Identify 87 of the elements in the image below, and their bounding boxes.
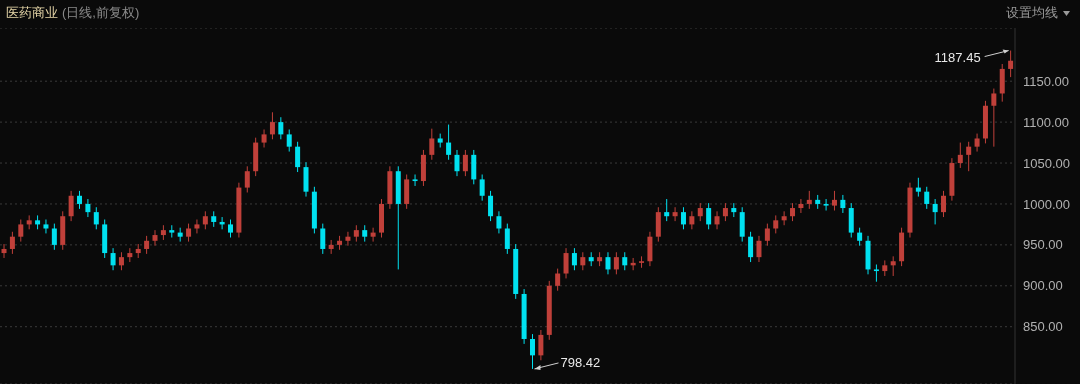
y-tick-label: 950.00	[1023, 237, 1063, 253]
candlestick	[680, 206, 686, 230]
candlestick	[932, 198, 938, 225]
candlestick	[941, 190, 947, 218]
candlestick	[806, 190, 812, 210]
candlestick	[790, 202, 796, 222]
candlestick	[714, 210, 720, 230]
candlestick	[529, 333, 535, 370]
candlestick	[722, 202, 728, 222]
candlestick	[152, 229, 158, 247]
y-tick-label: 1000.00	[1023, 196, 1070, 212]
candlestick	[77, 190, 83, 210]
chart-subtitle: (日线,前复权)	[62, 5, 140, 20]
candlestick	[580, 251, 586, 271]
candlestick	[605, 251, 611, 275]
y-tick-label: 900.00	[1023, 278, 1063, 294]
candlestick	[9, 231, 15, 255]
candlestick	[966, 141, 972, 172]
candlestick	[773, 214, 779, 234]
candlestick	[261, 128, 267, 148]
annotation: 798.42	[560, 354, 601, 370]
candlestick	[412, 173, 418, 187]
candlestick	[781, 210, 787, 226]
candlestick	[1, 243, 7, 259]
candlestick	[764, 223, 770, 247]
candlestick	[244, 165, 250, 193]
candlestick	[504, 223, 510, 255]
candlestick	[202, 210, 208, 230]
text: 设置均线	[1006, 4, 1058, 22]
candlestick	[429, 128, 435, 161]
candlestick	[798, 198, 804, 214]
candlestick	[269, 111, 275, 140]
candlestick	[18, 219, 24, 243]
candlestick	[974, 133, 980, 153]
candlestick	[639, 255, 645, 269]
candlestick	[991, 88, 997, 148]
candlestick	[823, 198, 829, 211]
chart-title: 医药商业	[6, 5, 58, 20]
candlestick	[857, 227, 863, 247]
candlestick	[748, 231, 754, 263]
candlestick	[571, 247, 577, 271]
candlestick	[622, 251, 628, 271]
candlestick	[93, 206, 99, 230]
y-tick-label: 1100.00	[1023, 114, 1070, 130]
candlestick	[697, 202, 703, 222]
candlestick	[278, 116, 284, 140]
candlestick	[85, 198, 91, 218]
candlestick	[286, 128, 292, 153]
candlestick	[664, 198, 670, 222]
candlestick	[462, 149, 468, 177]
candlestick	[1008, 50, 1014, 78]
candlestick	[831, 190, 837, 211]
candlestick	[563, 247, 569, 279]
candlestick	[890, 255, 896, 277]
candlestick	[706, 202, 712, 230]
candlestick	[915, 177, 921, 198]
candlestick	[345, 231, 351, 247]
candlestick	[118, 251, 124, 271]
candlestick	[320, 223, 326, 255]
candlestick	[51, 223, 57, 251]
candlestick	[228, 219, 233, 239]
candlestick	[496, 210, 502, 234]
candlestick	[454, 149, 460, 177]
candlestick	[555, 268, 561, 292]
annotation: 1187.45	[934, 49, 981, 65]
candlestick	[43, 219, 49, 234]
candlestick	[957, 142, 963, 169]
candlestick	[488, 190, 494, 222]
candlestick	[756, 235, 762, 263]
candlestick	[144, 235, 150, 255]
candlestick	[370, 227, 376, 243]
candlestick	[446, 124, 452, 161]
candlestick	[613, 251, 619, 275]
candlestick	[194, 219, 200, 234]
candlestick	[295, 141, 301, 173]
candlestick	[68, 190, 74, 222]
y-tick-label: 850.00	[1023, 319, 1063, 335]
candlestick	[672, 206, 678, 222]
candlestick	[689, 210, 695, 230]
candlestick	[924, 186, 930, 210]
y-tick-label: 1050.00	[1023, 155, 1070, 171]
candlestick	[840, 194, 846, 214]
y-tick-label: 1150.00	[1023, 73, 1070, 89]
candlestick	[110, 247, 116, 271]
candlestick	[186, 223, 192, 243]
candlestick	[479, 173, 485, 202]
candlestick	[538, 329, 544, 361]
